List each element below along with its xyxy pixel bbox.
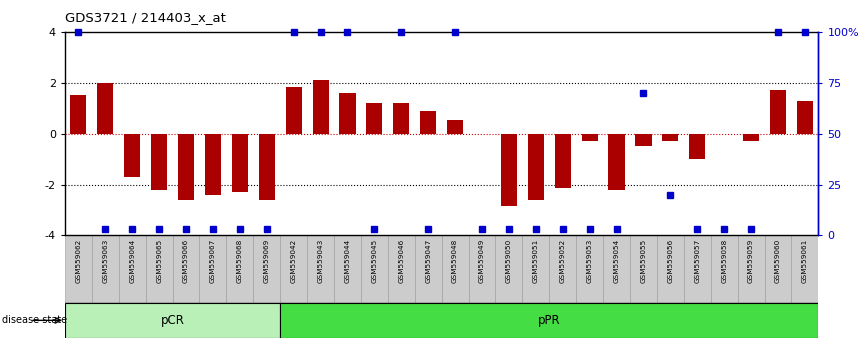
Bar [684,235,711,303]
Bar [361,235,388,303]
Bar [743,133,759,141]
Bar [582,133,598,141]
Bar [388,235,415,303]
Bar [366,103,383,133]
Text: GSM559049: GSM559049 [479,239,485,283]
Text: GSM559045: GSM559045 [372,239,378,283]
Bar [636,133,651,146]
Bar [205,133,221,195]
Bar [442,235,469,303]
Bar [469,235,495,303]
Text: GSM559063: GSM559063 [102,239,108,283]
Bar [765,235,792,303]
Bar [415,235,442,303]
Bar [420,111,436,133]
Text: GSM559042: GSM559042 [291,239,297,283]
Bar [151,133,167,190]
Text: GSM559065: GSM559065 [156,239,162,283]
Text: GSM559046: GSM559046 [398,239,404,283]
Text: GSM559043: GSM559043 [318,239,324,283]
Text: GSM559059: GSM559059 [748,239,754,283]
Text: GDS3721 / 214403_x_at: GDS3721 / 214403_x_at [65,11,226,24]
Bar [711,235,738,303]
Bar [65,235,92,303]
Text: GSM559064: GSM559064 [129,239,135,283]
Bar [792,235,818,303]
Text: GSM559068: GSM559068 [237,239,242,283]
Text: GSM559055: GSM559055 [641,239,646,283]
Bar [232,133,248,192]
Bar [339,93,356,133]
Bar [662,133,678,141]
Bar [522,235,549,303]
Bar [393,103,410,133]
Text: GSM559061: GSM559061 [802,239,808,283]
Bar [447,120,463,133]
Bar [178,133,194,200]
Text: GSM559048: GSM559048 [452,239,458,283]
Bar [259,133,275,200]
Text: GSM559067: GSM559067 [210,239,216,283]
Bar [119,235,145,303]
Bar [495,235,522,303]
Bar [281,303,818,338]
Text: GSM559044: GSM559044 [345,239,351,283]
Bar [253,235,281,303]
Bar [70,96,87,133]
Bar [609,133,624,190]
Text: GSM559051: GSM559051 [533,239,539,283]
Text: GSM559058: GSM559058 [721,239,727,283]
Text: GSM559047: GSM559047 [425,239,431,283]
Text: GSM559050: GSM559050 [506,239,512,283]
Bar [92,235,119,303]
Bar [226,235,253,303]
Bar [527,133,544,200]
Bar [334,235,361,303]
Text: pPR: pPR [538,314,560,327]
Bar [199,235,226,303]
Text: GSM559057: GSM559057 [695,239,701,283]
Bar [576,235,603,303]
Bar [770,90,786,133]
Text: GSM559052: GSM559052 [559,239,565,283]
Bar [657,235,684,303]
Bar [738,235,765,303]
Bar [307,235,334,303]
Bar [281,235,307,303]
Bar [124,133,140,177]
Bar [630,235,657,303]
Text: GSM559053: GSM559053 [586,239,592,283]
Text: GSM559062: GSM559062 [75,239,81,283]
Bar [549,235,576,303]
Text: GSM559060: GSM559060 [775,239,781,283]
Bar [65,303,281,338]
Bar [313,80,328,133]
Text: GSM559069: GSM559069 [264,239,269,283]
Text: GSM559066: GSM559066 [183,239,189,283]
Text: GSM559054: GSM559054 [614,239,619,283]
Text: pCR: pCR [161,314,184,327]
Bar [286,87,301,133]
Bar [145,235,172,303]
Bar [689,133,705,159]
Bar [797,101,813,133]
Bar [603,235,630,303]
Bar [501,133,517,206]
Text: disease state: disease state [2,315,67,325]
Bar [554,133,571,188]
Text: GSM559056: GSM559056 [668,239,674,283]
Bar [97,83,113,133]
Bar [172,235,199,303]
